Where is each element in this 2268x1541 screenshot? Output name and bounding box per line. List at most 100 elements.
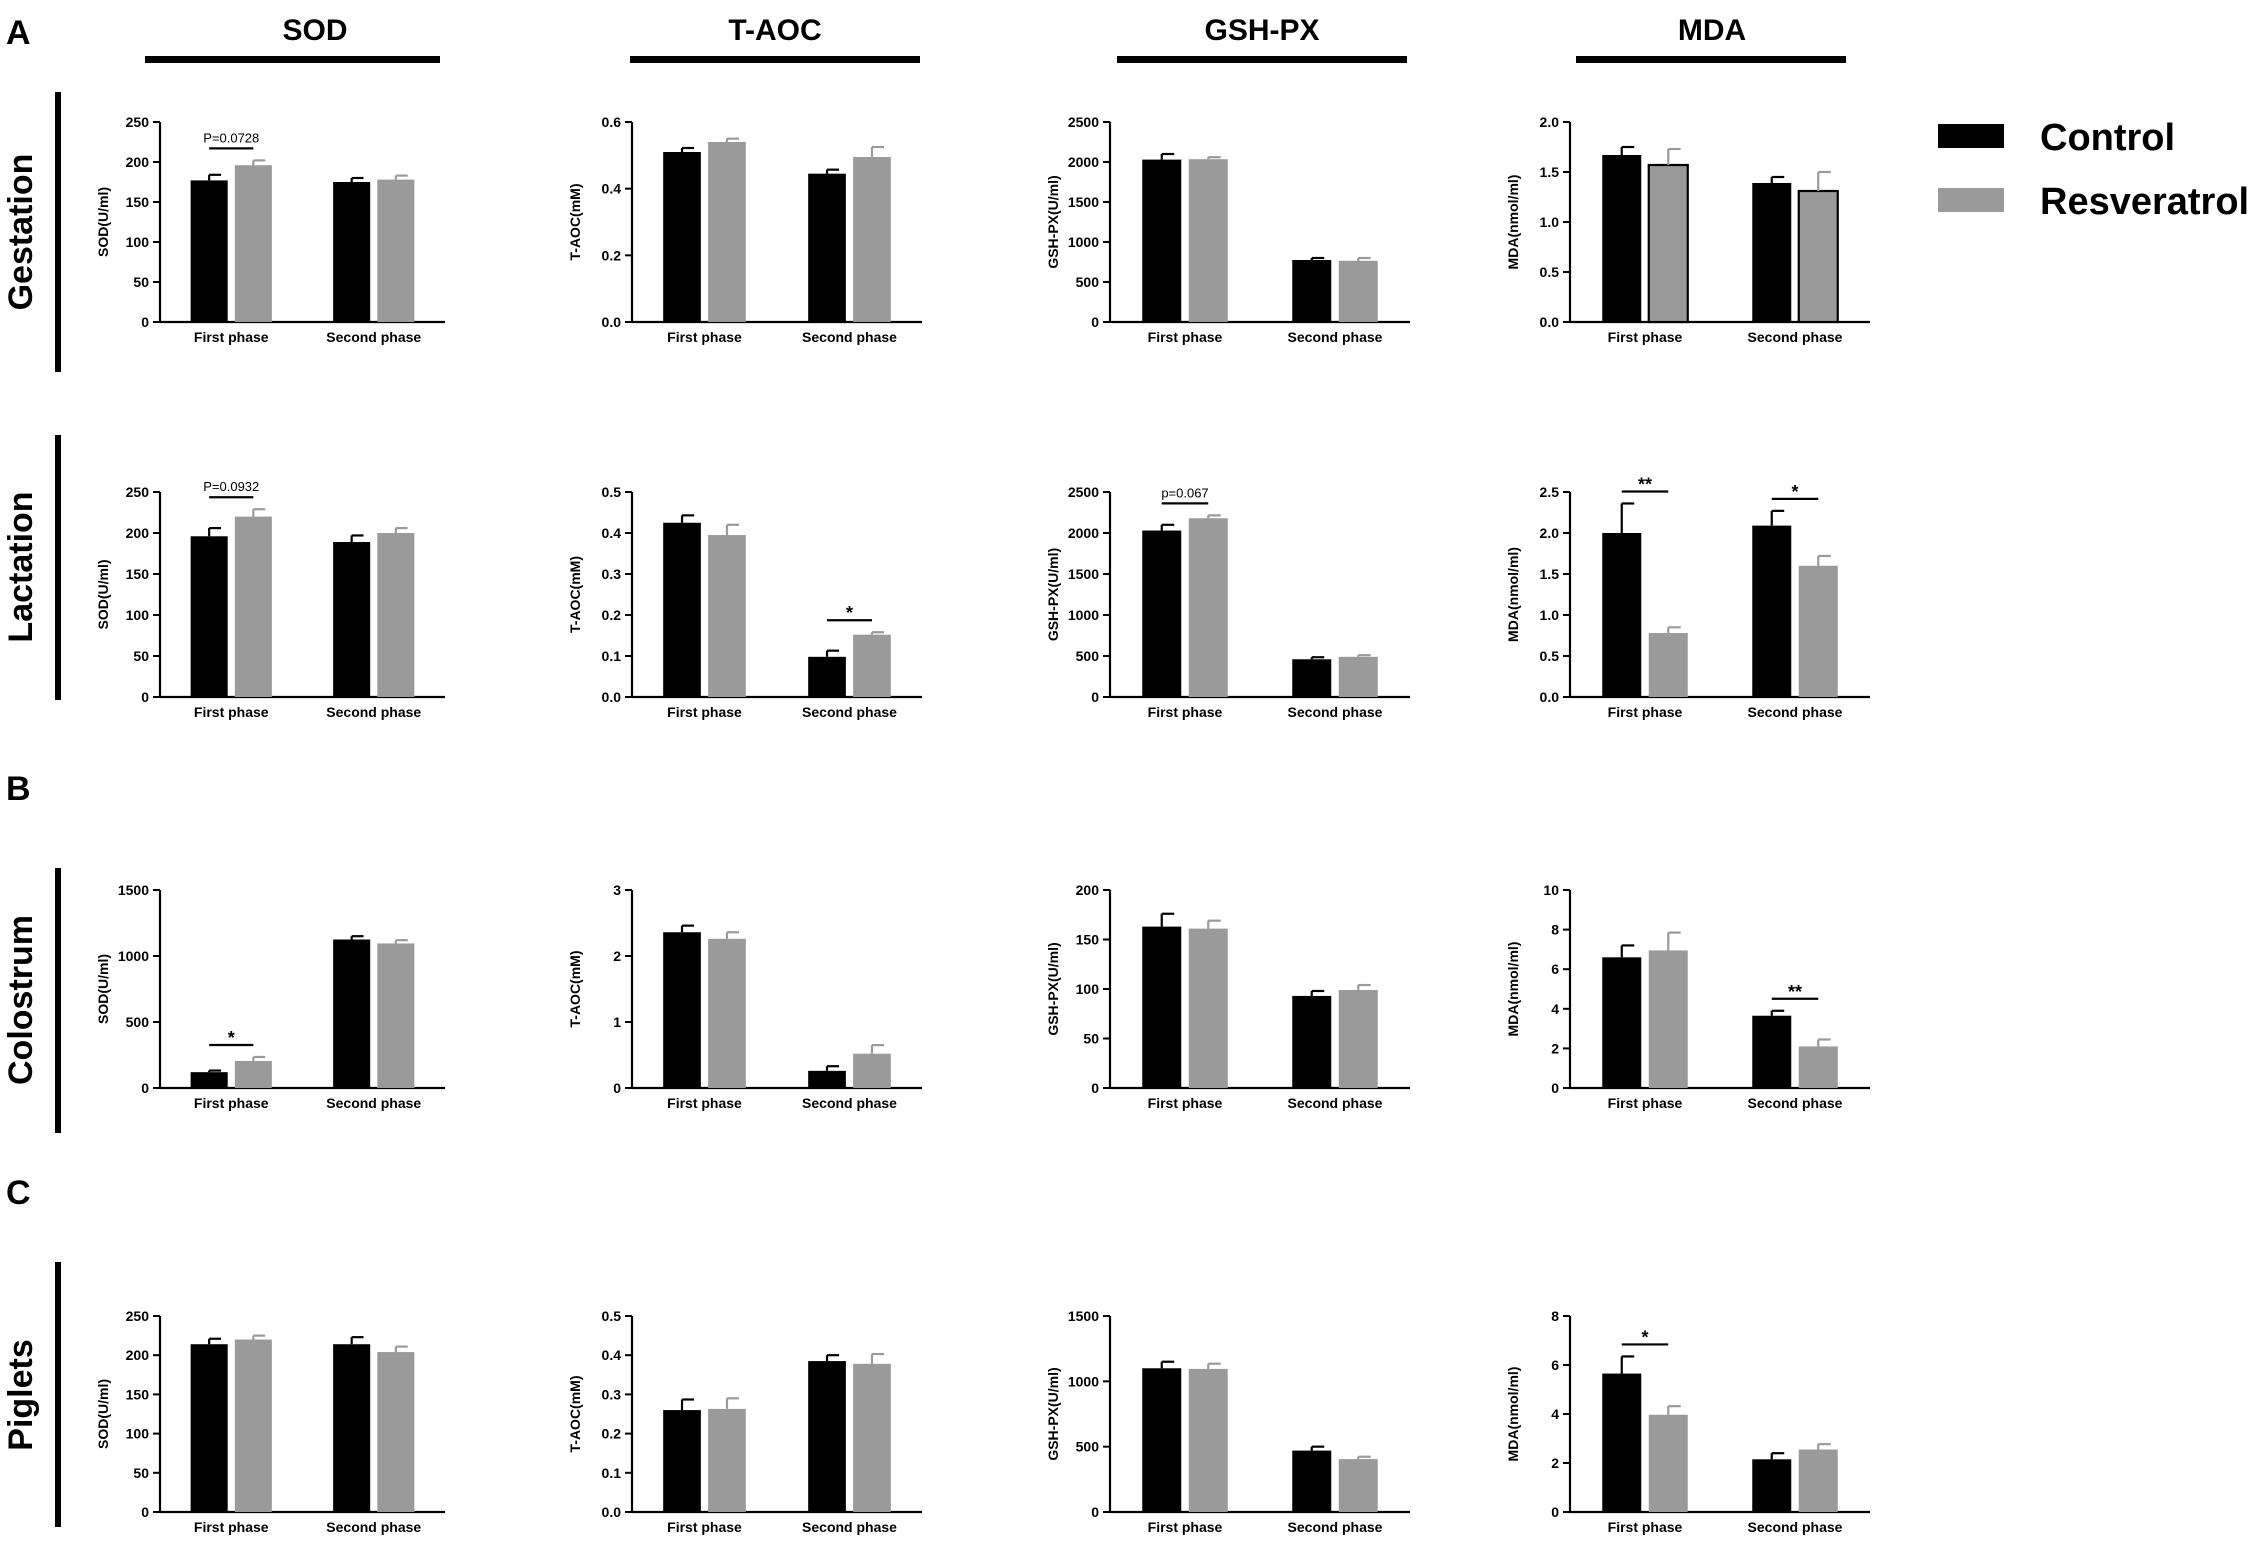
piglets-t-aoc-x-tick-label: First phase	[667, 1519, 742, 1535]
lactation-sod-y-label: SOD(U/ml)	[95, 560, 111, 630]
piglets-mda-significance-label: *	[1641, 1327, 1648, 1347]
colostrum-gsh-px-bar-resveratrol-2	[1338, 989, 1378, 1088]
colostrum-sod-y-label: SOD(U/ml)	[95, 954, 111, 1024]
piglets-mda-bar-control-1	[1602, 1373, 1642, 1512]
legend: Control Resveratrol	[1938, 117, 2249, 223]
gestation-sod-bar-control-1	[190, 180, 228, 322]
piglets-sod-y-tick-label: 100	[126, 1426, 150, 1442]
lactation-mda-y-tick-label: 1.0	[1540, 607, 1560, 623]
panel-label-a: A	[6, 14, 31, 52]
column-header-mda: MDA	[1678, 14, 1746, 47]
piglets-t-aoc-y-tick-label: 0.0	[602, 1504, 622, 1520]
colostrum-mda-y-tick-label: 10	[1543, 882, 1559, 898]
lactation-t-aoc-y-tick-label: 0.1	[602, 648, 622, 664]
colostrum-t-aoc-x-tick-label: Second phase	[802, 1095, 897, 1111]
piglets-t-aoc-y-tick-label: 0.1	[602, 1465, 622, 1481]
gestation-sod-bar-control-2	[333, 182, 371, 322]
piglets-t-aoc-bar-resveratrol-2	[853, 1363, 891, 1512]
gestation-gsh-px-chart: 0 500 1000 1500 2000 2500 GSH-PX(U/ml) First ph…	[1045, 114, 1410, 345]
lactation-sod-y-tick-label: 250	[126, 484, 150, 500]
gestation-gsh-px-y-tick-label: 1500	[1068, 194, 1099, 210]
piglets-sod-y-tick-label: 200	[126, 1347, 150, 1363]
lactation-gsh-px-bar-resveratrol-1	[1188, 518, 1228, 697]
lactation-gsh-px-y-tick-label: 2000	[1068, 525, 1099, 541]
column-headers: SOD T-AOC GSH-PX MDA	[145, 14, 1846, 63]
colostrum-mda-y-tick-label: 2	[1551, 1040, 1559, 1056]
lactation-mda-x-tick-label: First phase	[1608, 704, 1683, 720]
gestation-t-aoc-bar-resveratrol-2	[853, 157, 891, 322]
gestation-mda-bar-resveratrol-2	[1797, 189, 1839, 324]
piglets-t-aoc-bar-resveratrol-1	[708, 1408, 746, 1512]
colostrum-sod-bar-control-2	[333, 939, 371, 1088]
gestation-gsh-px-bar-resveratrol-1	[1188, 159, 1228, 322]
piglets-mda-y-tick-label: 2	[1551, 1455, 1559, 1471]
piglets-gsh-px-x-tick-label: Second phase	[1288, 1519, 1383, 1535]
lactation-t-aoc-y-tick-label: 0.0	[602, 689, 622, 705]
piglets-sod-y-tick-label: 250	[126, 1308, 150, 1324]
gestation-sod-y-tick-label: 50	[133, 274, 149, 290]
lactation-gsh-px-bar-control-2	[1292, 659, 1332, 697]
colostrum-gsh-px-bar-control-2	[1292, 995, 1332, 1088]
piglets-t-aoc-y-tick-label: 0.3	[602, 1386, 622, 1402]
piglets-mda-x-tick-label: First phase	[1608, 1519, 1683, 1535]
gestation-t-aoc-y-tick-label: 0.6	[602, 114, 622, 130]
colostrum-sod-y-tick-label: 500	[126, 1014, 150, 1030]
gestation-sod-x-tick-label: First phase	[194, 329, 269, 345]
piglets-sod-y-label: SOD(U/ml)	[95, 1379, 111, 1449]
lactation-mda-bar-control-1	[1602, 533, 1642, 697]
colostrum-gsh-px-chart: 0 50 100 150 200 GSH-PX(U/ml) First phase Secon…	[1045, 882, 1410, 1111]
colostrum-gsh-px-y-tick-label: 200	[1076, 882, 1100, 898]
piglets-sod-bar-resveratrol-1	[234, 1339, 272, 1512]
lactation-mda-y-tick-label: 0.0	[1540, 689, 1560, 705]
piglets-gsh-px-y-tick-label: 1000	[1068, 1373, 1099, 1389]
piglets-mda-bar-resveratrol-2	[1798, 1449, 1838, 1512]
column-rule-mda	[1576, 56, 1846, 63]
lactation-sod-y-tick-label: 0	[141, 689, 149, 705]
gestation-t-aoc-bar-control-2	[808, 173, 846, 322]
colostrum-t-aoc-bar-resveratrol-2	[853, 1053, 891, 1088]
lactation-mda-y-tick-label: 0.5	[1540, 648, 1560, 664]
gestation-mda-x-tick-label: Second phase	[1748, 329, 1843, 345]
colostrum-gsh-px-bar-control-1	[1142, 926, 1182, 1088]
colostrum-sod-bar-control-1	[190, 1072, 228, 1088]
gestation-gsh-px-x-tick-label: First phase	[1148, 329, 1223, 345]
colostrum-mda-bar-control-1	[1602, 957, 1642, 1088]
gestation-sod-bar-resveratrol-1	[234, 165, 272, 322]
lactation-gsh-px-x-tick-label: First phase	[1148, 704, 1223, 720]
colostrum-gsh-px-y-tick-label: 50	[1083, 1031, 1099, 1047]
piglets-mda-y-tick-label: 8	[1551, 1308, 1559, 1324]
piglets-t-aoc-bar-control-1	[663, 1410, 701, 1512]
piglets-gsh-px-chart: 0 500 1000 1500 GSH-PX(U/ml) First phase Secon…	[1045, 1308, 1410, 1535]
lactation-mda-significance-label: **	[1638, 474, 1652, 494]
colostrum-mda-bar-resveratrol-1	[1648, 950, 1688, 1088]
colostrum-sod-chart: 0 500 1000 1500 SOD(U/ml) First phase Second p…	[95, 882, 445, 1111]
gestation-sod-y-tick-label: 200	[126, 154, 150, 170]
gestation-t-aoc-bar-resveratrol-1	[708, 142, 746, 322]
colostrum-t-aoc-bar-control-1	[663, 932, 701, 1088]
piglets-sod-y-tick-label: 150	[126, 1386, 150, 1402]
colostrum-mda-y-tick-label: 6	[1551, 961, 1559, 977]
colostrum-gsh-px-bar-resveratrol-1	[1188, 928, 1228, 1088]
legend-label-resveratrol: Resveratrol	[2040, 181, 2249, 223]
piglets-t-aoc-y-label: T-AOC(mM)	[567, 1376, 583, 1453]
legend-swatch-resveratrol	[1938, 188, 2004, 212]
colostrum-t-aoc-y-label: T-AOC(mM)	[567, 951, 583, 1028]
lactation-sod-x-tick-label: Second phase	[326, 704, 421, 720]
colostrum-gsh-px-x-tick-label: First phase	[1148, 1095, 1223, 1111]
colostrum-sod-y-tick-label: 1500	[118, 882, 149, 898]
gestation-gsh-px-y-tick-label: 0	[1091, 314, 1099, 330]
colostrum-gsh-px-y-tick-label: 0	[1091, 1080, 1099, 1096]
colostrum-mda-x-tick-label: First phase	[1608, 1095, 1683, 1111]
colostrum-t-aoc-bar-resveratrol-1	[708, 938, 746, 1088]
lactation-t-aoc-x-tick-label: Second phase	[802, 704, 897, 720]
lactation-sod-bar-resveratrol-1	[234, 516, 272, 697]
gestation-sod-y-tick-label: 100	[126, 234, 150, 250]
row-rule-colostrum	[55, 868, 61, 1133]
piglets-sod-chart: 0 50 100 150 200 250 SOD(U/ml) First phase Secon…	[95, 1308, 445, 1535]
piglets-sod-y-tick-label: 50	[133, 1465, 149, 1481]
column-rule-taoc	[630, 56, 920, 63]
row-label-lactation: Lactation	[2, 491, 40, 642]
colostrum-t-aoc-bar-control-2	[808, 1070, 846, 1088]
